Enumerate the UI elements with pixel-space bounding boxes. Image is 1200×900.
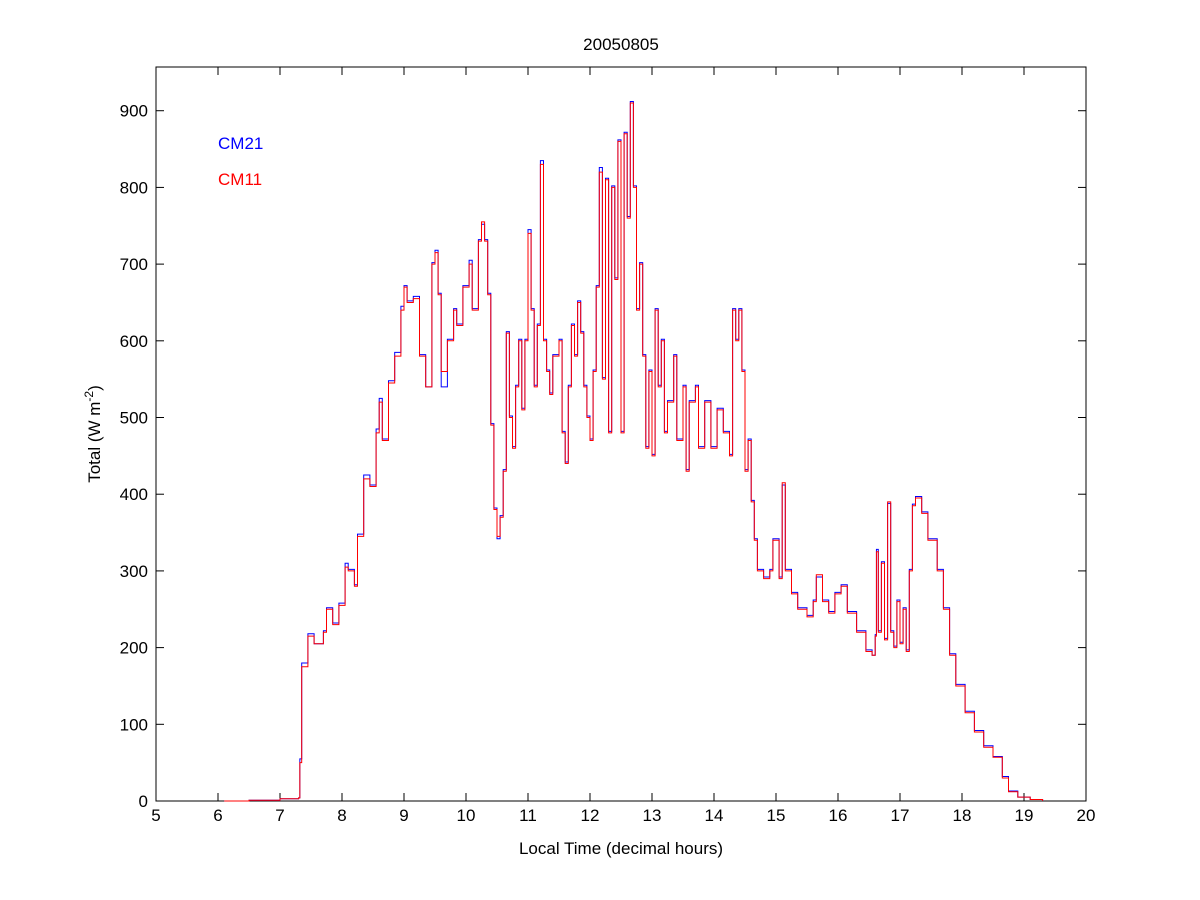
y-tick-label: 800 bbox=[120, 178, 148, 197]
x-tick-label: 12 bbox=[581, 806, 600, 825]
x-tick-label: 14 bbox=[705, 806, 724, 825]
x-tick-label: 13 bbox=[643, 806, 662, 825]
x-tick-label: 5 bbox=[151, 806, 160, 825]
series-lines bbox=[224, 101, 1044, 802]
y-tick-label: 400 bbox=[120, 485, 148, 504]
y-axis-label-sup: -2 bbox=[82, 391, 96, 402]
y-axis-label: Total (W m-2) bbox=[82, 385, 104, 483]
legend-cm11: CM11 bbox=[218, 170, 262, 189]
x-tick-label: 19 bbox=[1015, 806, 1034, 825]
axis-ticks: 5 6 7 8 9 10 11 12 13 14 15 16 17 18 19 200100200300400… bbox=[120, 67, 1096, 825]
y-tick-label: 300 bbox=[120, 562, 148, 581]
y-axis-label-main: Total (W m bbox=[85, 402, 104, 483]
x-tick-label: 20 bbox=[1077, 806, 1096, 825]
x-tick-label: 11 bbox=[519, 806, 537, 825]
y-tick-label: 100 bbox=[120, 715, 148, 734]
legend-cm21: CM21 bbox=[218, 134, 263, 153]
x-tick-label: 9 bbox=[399, 806, 408, 825]
x-tick-label: 16 bbox=[829, 806, 848, 825]
x-tick-label: 10 bbox=[457, 806, 476, 825]
y-axis-label-close: ) bbox=[85, 385, 104, 391]
y-tick-label: 900 bbox=[120, 102, 148, 121]
y-tick-label: 600 bbox=[120, 332, 148, 351]
x-axis-label: Local Time (decimal hours) bbox=[519, 839, 723, 858]
y-tick-label: 200 bbox=[120, 639, 148, 658]
x-tick-label: 6 bbox=[213, 806, 222, 825]
series-line-cm11 bbox=[224, 102, 1044, 802]
x-tick-label: 17 bbox=[891, 806, 910, 825]
chart-title: 20050805 bbox=[583, 35, 659, 54]
y-tick-label: 500 bbox=[120, 409, 148, 428]
x-tick-label: 15 bbox=[767, 806, 786, 825]
x-tick-label: 18 bbox=[953, 806, 972, 825]
y-tick-label: 700 bbox=[120, 255, 148, 274]
x-tick-label: 8 bbox=[337, 806, 346, 825]
y-tick-label: 0 bbox=[139, 792, 148, 811]
x-tick-label: 7 bbox=[275, 806, 284, 825]
